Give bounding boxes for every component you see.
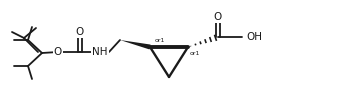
Text: or1: or1: [155, 38, 165, 43]
Text: O: O: [76, 27, 84, 37]
Text: or1: or1: [190, 51, 200, 56]
Text: O: O: [214, 12, 222, 22]
Text: O: O: [54, 47, 62, 57]
Text: NH: NH: [92, 47, 108, 57]
Text: OH: OH: [246, 32, 262, 42]
Polygon shape: [120, 40, 150, 49]
